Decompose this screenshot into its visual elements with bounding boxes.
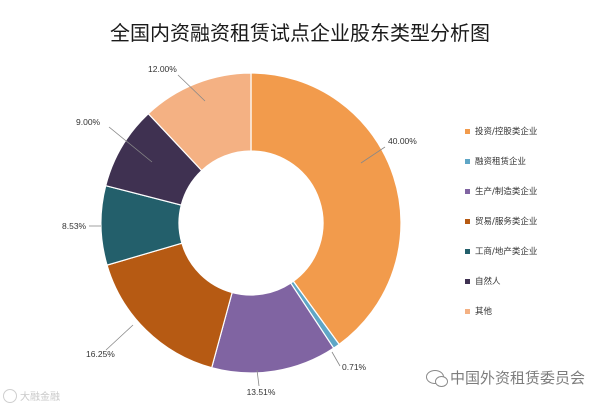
donut-slices [100, 72, 402, 374]
legend-item-贸易-服务类企业: 贸易/服务类企业 [475, 216, 537, 227]
watermark-text: 中国外资租赁委员会 [450, 369, 586, 387]
legend-swatch [465, 309, 470, 314]
legend-item-融资租赁企业: 融资租赁企业 [475, 156, 526, 167]
legend-item-自然人: 自然人 [475, 276, 501, 287]
logo-ring-icon [3, 389, 17, 403]
legend-item-生产-制造类企业: 生产/制造类企业 [475, 186, 537, 197]
corner-watermark-text: 大融金融 [20, 392, 60, 403]
data-label: 8.53% [62, 221, 87, 231]
legend-item-投资-控股类企业: 投资/控股类企业 [475, 126, 537, 137]
corner-watermark: 大融金融 [3, 388, 60, 403]
leader-line [177, 74, 206, 102]
data-label: 13.51% [247, 387, 276, 397]
leader-lines [89, 74, 386, 387]
slice-贸易-服务类企业 [106, 242, 233, 369]
legend-swatch [465, 129, 470, 134]
legend-swatch [465, 249, 470, 254]
slice-投资-控股类企业 [250, 72, 402, 346]
legend-item-工商-地产类企业: 工商/地产类企业 [475, 246, 537, 257]
leader-line [105, 324, 134, 351]
data-label: 12.00% [148, 64, 177, 74]
legend-swatch [465, 219, 470, 224]
legend-swatch [465, 159, 470, 164]
slice-其他 [147, 72, 252, 172]
leader-line [331, 351, 341, 367]
legend-swatch [465, 279, 470, 284]
leader-line [108, 126, 153, 163]
wechat-watermark: 中国外资租赁委员会 [426, 367, 585, 388]
legend: 投资/控股类企业融资租赁企业生产/制造类企业贸易/服务类企业工商/地产类企业自然… [465, 126, 537, 317]
leader-line [360, 146, 386, 164]
wechat-icon [426, 370, 448, 387]
percentage-labels: 40.00% 0.71% 13.51% 16.25% 8.53% 9.00% 12.00% [62, 64, 417, 397]
chart-title: 全国内资融资租赁试点企业股东类型分析图 [110, 21, 490, 45]
legend-swatch [465, 189, 470, 194]
leader-line [256, 369, 260, 387]
data-label: 40.00% [388, 136, 417, 146]
legend-item-其他: 其他 [475, 306, 493, 317]
data-label: 9.00% [76, 117, 101, 127]
data-label: 16.25% [86, 349, 115, 359]
data-label: 0.71% [342, 362, 367, 372]
